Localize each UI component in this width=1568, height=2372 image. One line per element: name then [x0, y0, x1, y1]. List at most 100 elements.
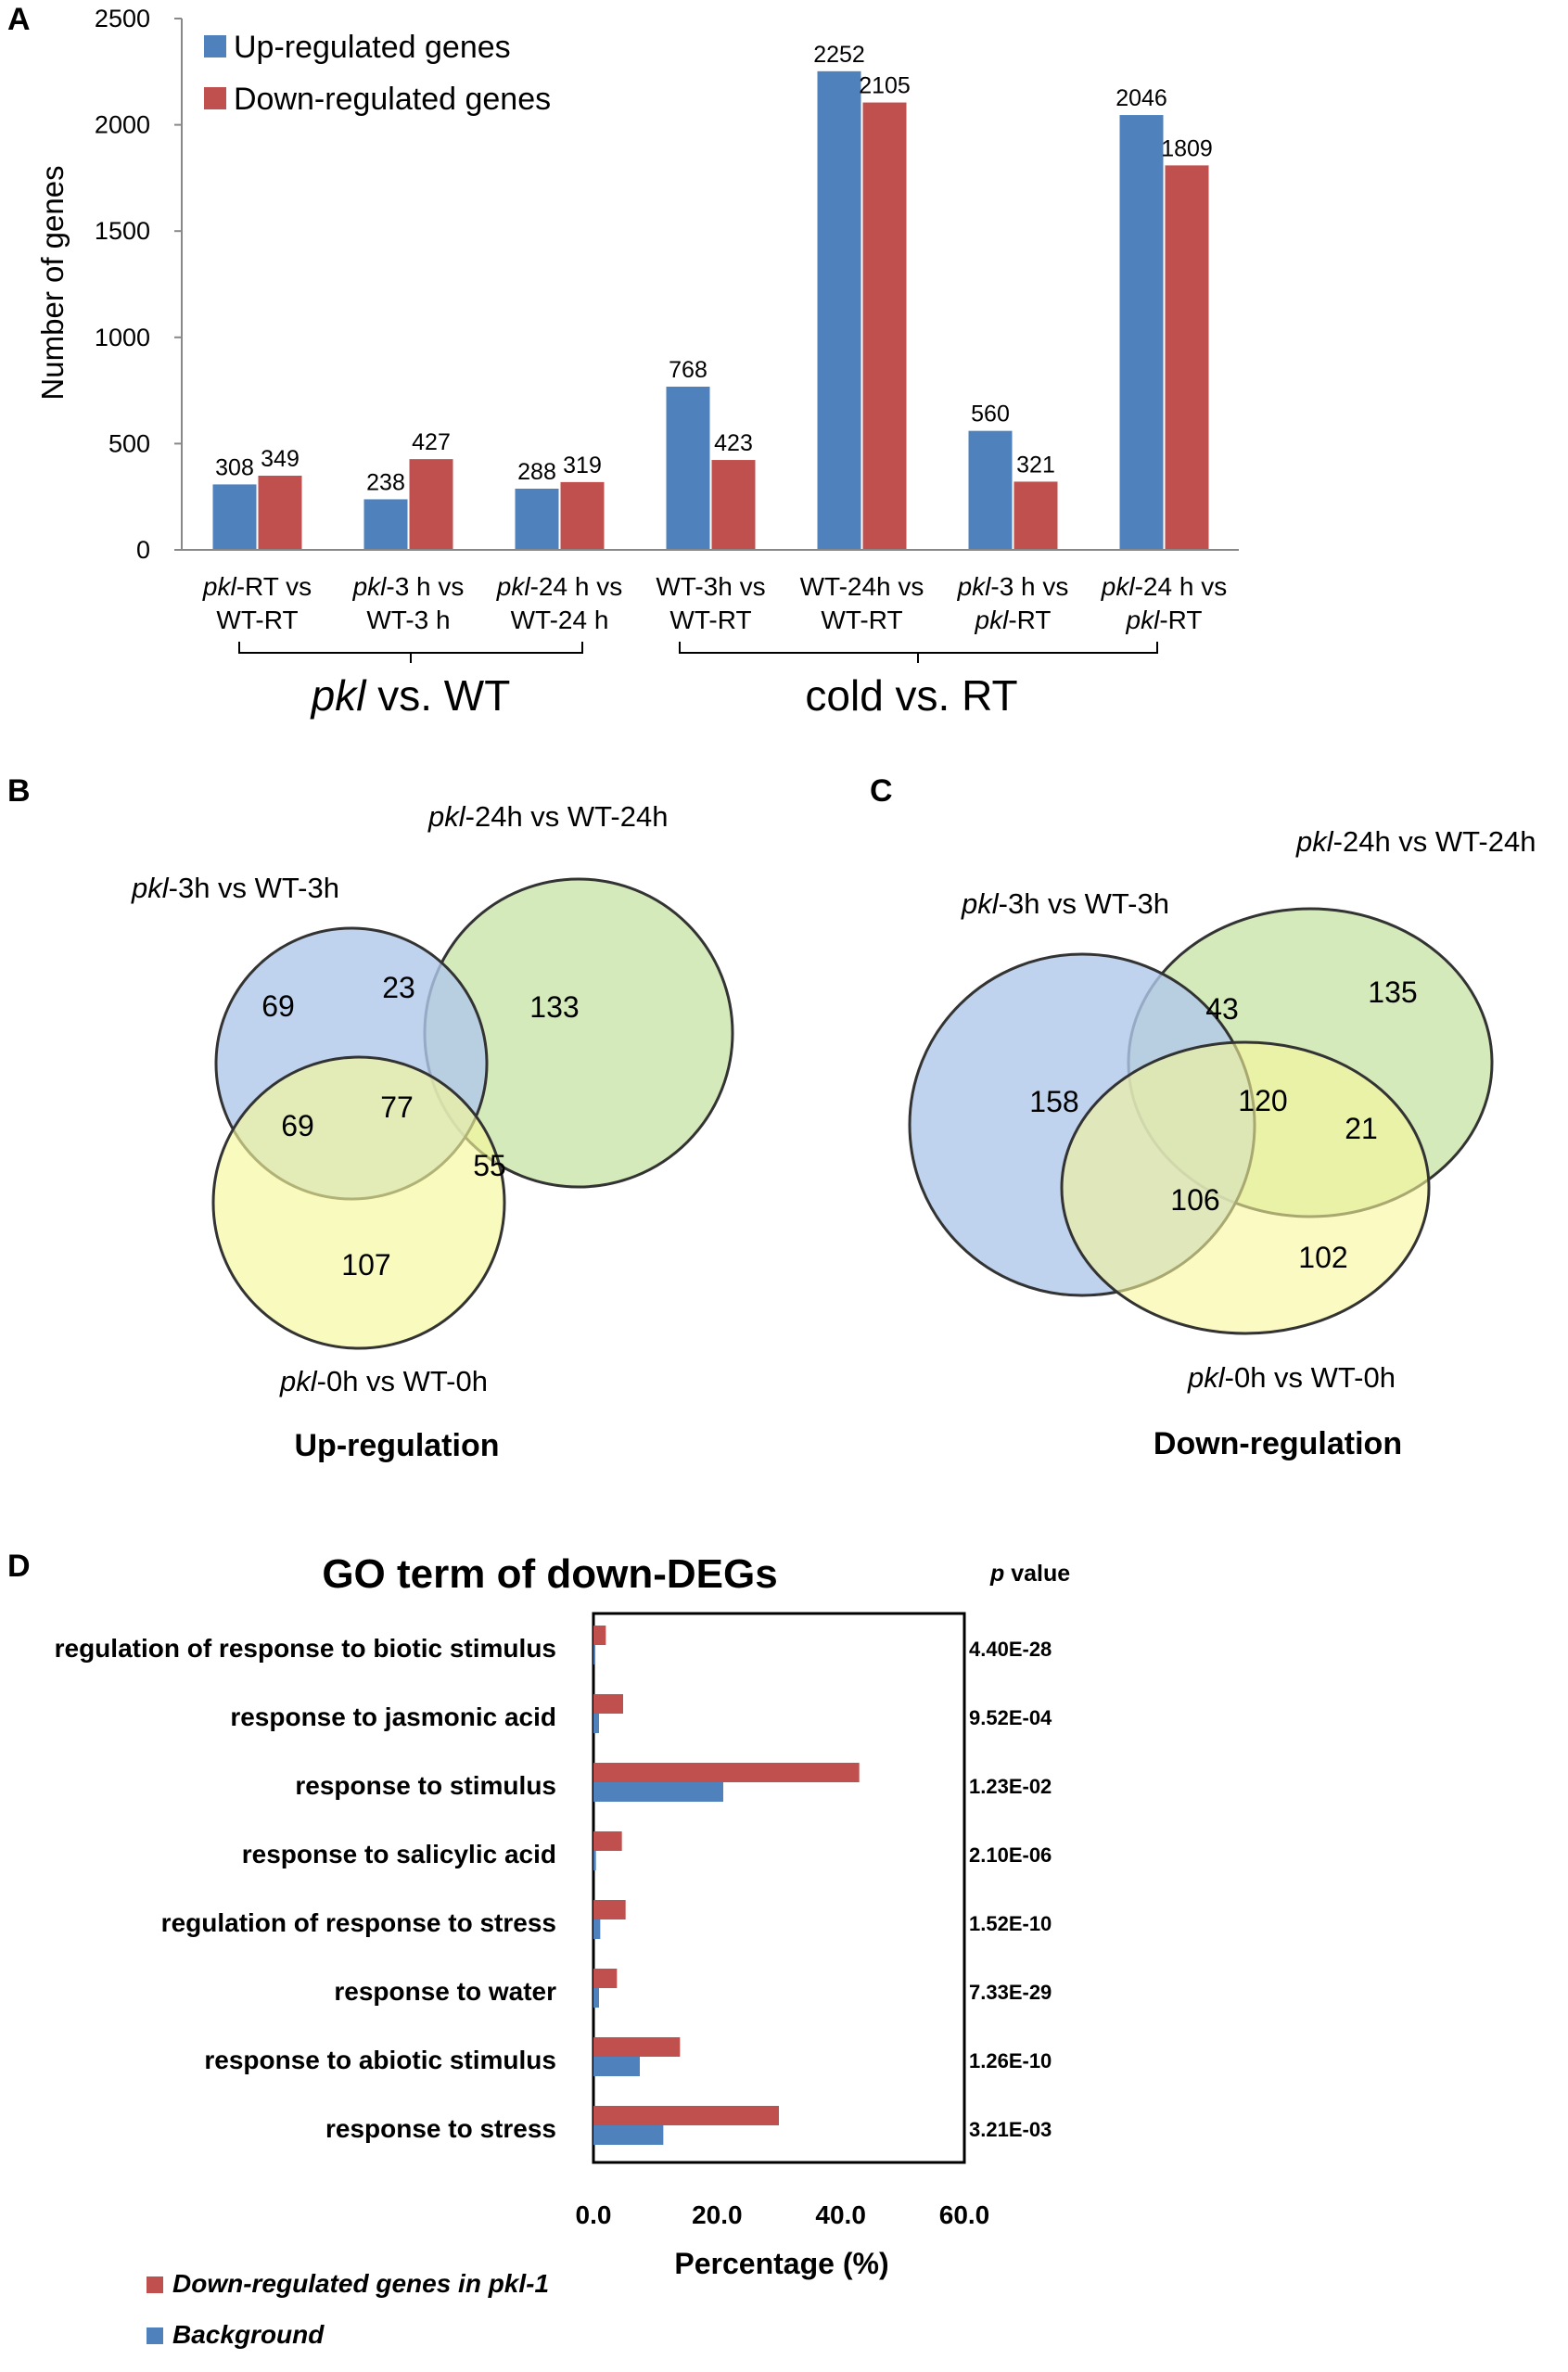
go-p-value: 3.21E-03	[969, 2118, 1052, 2141]
bar-up-value: 308	[215, 454, 254, 480]
venn-up-count-all: 77	[380, 1090, 414, 1124]
venn-down-set-0h-rest: -0h vs WT-0h	[1225, 1361, 1396, 1394]
category-label-line2: WT-24 h	[511, 606, 609, 634]
category-label-italic: pkl	[1126, 606, 1161, 634]
group-bracket-cold	[679, 642, 1158, 654]
go-bar-background	[593, 1851, 596, 1870]
go-bar-background	[593, 1782, 723, 1802]
go-bar-down	[593, 1900, 626, 1919]
venn-down-count-only-3h: 158	[1029, 1085, 1078, 1118]
go-p-values: 4.40E-28 9.52E-04 1.23E-02 2.10E-06 1.52E-10…	[969, 1638, 1052, 2141]
venn-up-set-0h: pkl-0h vs WT-0h	[279, 1365, 488, 1397]
bar-up	[817, 70, 861, 550]
venn-up-count-3h-0h: 69	[281, 1109, 314, 1142]
venn-up-set-24h: pkl-24h vs WT-24h	[427, 800, 668, 833]
category-label-italic: pkl	[975, 606, 1010, 634]
bar-up	[1119, 115, 1164, 551]
venn-up-set-3h: pkl-3h vs WT-3h	[131, 872, 339, 904]
go-legend-bg-swatch	[147, 2327, 163, 2344]
go-category-labels: regulation of response to biotic stimulu…	[55, 1634, 556, 2143]
go-chart-title: GO term of down-DEGs	[322, 1551, 777, 1597]
category-label-text: -24 h vs	[530, 572, 623, 601]
venn-up-title: Up-regulation	[295, 1428, 500, 1463]
bar-up	[515, 488, 559, 550]
y-tick-label: 2000	[95, 111, 150, 139]
bar-down	[711, 460, 756, 550]
bar-up	[666, 386, 710, 550]
category-label-line1: WT-24h vs	[800, 572, 924, 601]
venn-down-title: Down-regulation	[1154, 1426, 1402, 1461]
panel-b-letter: B	[7, 773, 31, 809]
category-label-line2: WT-3 h	[366, 606, 450, 634]
go-bars	[593, 1626, 860, 2145]
venn-down-count-24h-0h: 21	[1345, 1112, 1378, 1145]
venn-down-count-only-24h: 135	[1368, 976, 1417, 1009]
venn-up: 69 23 133 69 77 55 107 pkl-3h vs WT-3h p…	[131, 800, 734, 1463]
venn-down-set-0h-italic: pkl	[1187, 1361, 1226, 1394]
y-axis-label: Number of genes	[35, 165, 70, 400]
p-value-header: p value	[989, 1561, 1070, 1587]
venn-down: 158 43 135 106 120 21 102 pkl-3h vs WT-3…	[908, 825, 1536, 1461]
category-label-text: -24 h vs	[1135, 572, 1228, 601]
panel-a-bar-chart: Number of genes 0 500 1000 1500 2000 2500 308…	[35, 5, 1239, 720]
go-legend-bg-label: Background	[172, 2320, 325, 2349]
go-category-label: response to water	[334, 1977, 556, 2006]
category-label-text: -RT	[1008, 606, 1051, 634]
venn-up-count-only-24h: 133	[529, 990, 579, 1024]
bar-up	[968, 430, 1013, 550]
category-label-text: WT-RT	[216, 606, 298, 634]
go-p-value: 1.23E-02	[969, 1775, 1052, 1798]
category-label-line1: pkl-3 h vs	[957, 572, 1069, 601]
go-x-tick-labels: 0.0 20.0 40.0 60.0	[576, 2200, 990, 2229]
go-p-value: 2.10E-06	[969, 1843, 1052, 1867]
category-label-text: -3 h vs	[990, 572, 1068, 601]
venn-up-set-3h-rest: -3h vs WT-3h	[169, 872, 339, 904]
bar-up-value: 288	[517, 459, 556, 485]
category-label-italic: pkl	[202, 572, 237, 601]
y-tick-label: 1500	[95, 217, 150, 245]
venn-up-circle-0h	[211, 1055, 506, 1350]
legend-up-label: Up-regulated genes	[234, 30, 511, 65]
venn-down-count-3h-24h: 43	[1205, 992, 1239, 1026]
go-p-value: 1.26E-10	[969, 2049, 1052, 2072]
legend-up-swatch	[204, 35, 226, 57]
go-bar-down	[593, 1763, 860, 1782]
bar-down	[409, 459, 453, 550]
venn-up-set-24h-rest: -24h vs WT-24h	[465, 800, 669, 833]
category-label-italic: pkl	[957, 572, 992, 601]
bar-down-value: 427	[412, 429, 451, 455]
legend-down-swatch	[204, 87, 226, 109]
panel-d-go-chart: GO term of down-DEGs p value regulation …	[55, 1551, 1071, 2349]
category-label-line2: WT-RT	[821, 606, 902, 634]
bars	[212, 70, 1209, 551]
category-label-line2: WT-RT	[669, 606, 751, 634]
category-label-text: WT-RT	[821, 606, 902, 634]
category-label-text: -RT	[1159, 606, 1202, 634]
go-category-label: response to stress	[325, 2114, 556, 2143]
y-tick-labels: 0 500 1000 1500 2000 2500	[95, 5, 150, 564]
go-p-value: 7.33E-29	[969, 1981, 1052, 2004]
p-value-header-italic: p	[989, 1561, 1004, 1587]
go-bar-down	[593, 1626, 606, 1645]
go-x-tick-label: 60.0	[939, 2200, 990, 2229]
venn-up-set-24h-italic: pkl	[427, 800, 466, 833]
go-bar-down	[593, 2106, 779, 2125]
bar-down-value: 1809	[1161, 135, 1213, 161]
bar-down	[1013, 481, 1058, 550]
bar-up-value: 2252	[813, 42, 865, 68]
go-x-axis-label: Percentage (%)	[674, 2247, 888, 2280]
panel-c-letter: C	[870, 773, 893, 809]
category-label-italic: pkl	[496, 572, 531, 601]
go-p-value: 9.52E-04	[969, 1706, 1052, 1729]
group-bracket-pkl	[238, 642, 583, 654]
category-label-line1: pkl-RT vs	[202, 572, 312, 601]
venn-up-set-0h-rest: -0h vs WT-0h	[317, 1365, 488, 1397]
category-label-text: -RT vs	[236, 572, 312, 601]
panel-d-letter: D	[7, 1549, 31, 1584]
category-label-line2: pkl-RT	[1126, 606, 1203, 634]
go-bar-background	[593, 2125, 664, 2145]
go-category-label: response to stimulus	[295, 1771, 556, 1800]
go-bar-background	[593, 1988, 599, 2008]
